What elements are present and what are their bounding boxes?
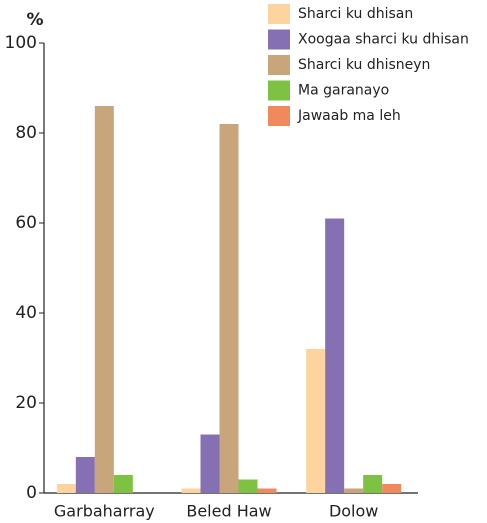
y-axis-label: % [26, 10, 43, 30]
legend-label: Sharci ku dhisneyn [298, 57, 430, 73]
x-tick-label: Beled Haw [186, 502, 271, 521]
bar [75, 457, 95, 493]
legend-swatch [268, 106, 290, 126]
x-tick-label: Garbaharray [54, 502, 155, 521]
legend-label: Jawaab ma leh [297, 108, 401, 124]
y-tick-label: 20 [15, 393, 37, 413]
bar [344, 488, 364, 493]
bar [238, 479, 258, 493]
legend-swatch [268, 29, 290, 50]
x-tick-label: Dolow [329, 502, 378, 521]
legend-label: Sharci ku dhisan [298, 6, 413, 22]
legend-label: Ma garanayo [298, 83, 389, 99]
legend-swatch [268, 80, 290, 101]
bar [257, 488, 277, 493]
legend-swatch [268, 4, 290, 24]
bar [363, 475, 383, 493]
bar [181, 488, 201, 493]
y-tick-label: 0 [26, 483, 37, 503]
bar [382, 484, 402, 493]
y-tick-label: 40 [15, 303, 37, 323]
y-tick-label: 80 [15, 123, 37, 143]
bar [56, 484, 76, 493]
bar [219, 124, 239, 493]
bar [200, 434, 220, 493]
legend-label: Xoogaa sharci ku dhisan [298, 32, 469, 48]
bar [113, 475, 133, 493]
y-tick-label: 60 [15, 213, 37, 233]
bar [94, 106, 114, 493]
legend-swatch [268, 55, 290, 75]
bar [325, 218, 345, 493]
y-tick-label: 100 [5, 33, 37, 53]
bar [306, 349, 326, 493]
